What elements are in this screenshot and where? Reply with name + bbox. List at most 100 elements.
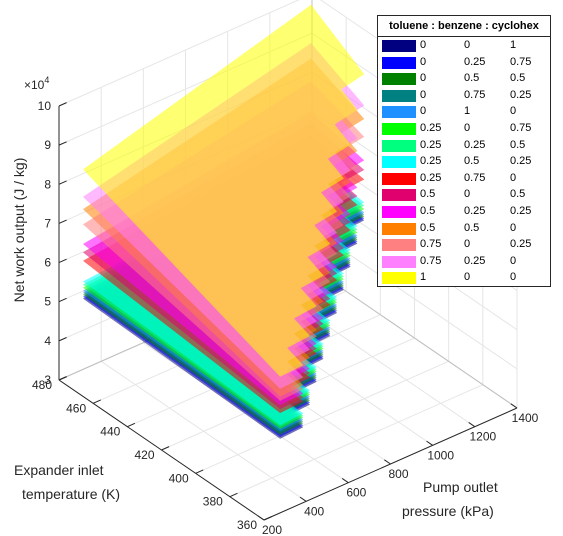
z-tick-7: [58, 102, 67, 107]
legend-entry: 0 0.5 0.5: [378, 71, 550, 87]
legend-value: 0.25: [510, 205, 532, 217]
legend-value: 0.5: [420, 221, 436, 234]
legend-value: 0.25: [510, 155, 532, 168]
grid-back-z-7: [58, 0, 300, 107]
legend-value: 1: [420, 271, 427, 284]
legend-swatch: [382, 239, 416, 252]
legend-entry: 0.75 0.25 0: [378, 254, 550, 270]
legend-value: 0: [420, 72, 427, 85]
x-tick-1: [299, 496, 307, 502]
legend-value: 0.5: [510, 72, 526, 85]
y-tick-3: [161, 446, 170, 451]
legend-value: 0.75: [464, 171, 486, 184]
y-tick-label-5: 460: [66, 401, 86, 415]
y-axis-label-line2: temperature (K): [22, 486, 120, 502]
legend-value: 0.25: [420, 171, 442, 184]
legend-value: 0.5: [510, 188, 526, 201]
legend-value: 0: [420, 105, 427, 118]
y-tick-0: [263, 516, 272, 521]
z-tick-1: [58, 337, 67, 342]
legend-value: 0.25: [510, 88, 532, 101]
y-tick-label-6: 480: [32, 378, 52, 392]
legend-value: 0.75: [420, 254, 442, 267]
y-tick-label-2: 400: [169, 471, 189, 485]
x-tick-label-3: 800: [388, 467, 408, 481]
z-tick-label-0: 3: [44, 373, 51, 387]
axis-labels: Net work output (J / kg) Expander inlet …: [11, 75, 498, 519]
legend-value: 0: [464, 271, 471, 284]
x-tick-6: [510, 403, 518, 409]
legend-title: toluene : benzene : cyclohex: [389, 20, 539, 32]
z-tick-0: [58, 376, 67, 381]
legend-value: 0: [464, 39, 471, 51]
legend-value: 0: [510, 221, 517, 234]
legend-value: 0.75: [510, 55, 532, 68]
legend-value: 0.25: [510, 238, 532, 251]
legend-value: 0: [420, 88, 427, 101]
z-tick-2: [58, 297, 67, 303]
z-tick-label-6: 9: [44, 138, 51, 152]
z-axis-label: Net work output (J / kg): [11, 158, 27, 303]
y-tick-label-4: 440: [100, 425, 120, 439]
z-tick-label-3: 6: [44, 256, 51, 270]
legend-entry: 0.5 0.5 0: [378, 221, 550, 237]
legend-value: 0.25: [420, 122, 442, 134]
legend-swatch: [382, 123, 416, 135]
legend-entry: 0.25 0 0.75: [378, 121, 550, 137]
legend-swatch: [382, 89, 416, 102]
surface-14: [82, 4, 365, 377]
legend-value: 0: [420, 55, 427, 68]
legend-value: 0.75: [510, 122, 532, 134]
y-tick-label-3: 420: [134, 448, 154, 462]
z-tick-6: [58, 141, 67, 146]
z-tick-5: [58, 180, 67, 185]
surface-14-patch-9: [287, 4, 365, 90]
legend-swatch: [382, 206, 416, 218]
x-tick-label-0: 200: [262, 523, 282, 536]
x-tick-label-2: 600: [346, 486, 366, 500]
z-tick-label-1: 4: [44, 334, 51, 348]
grid-floor-y-1: [229, 384, 484, 498]
legend-value: 0.25: [420, 155, 442, 168]
legend-swatch: [382, 189, 416, 202]
legend-value: 0: [464, 188, 471, 201]
legend-value: 0: [464, 122, 471, 134]
legend-value: 0: [510, 271, 517, 284]
legend-entry: 0 1 0: [378, 104, 550, 120]
legend-entry: 0.25 0.5 0.25: [378, 154, 550, 170]
legend-swatch: [382, 73, 416, 86]
legend-value: 0.25: [464, 138, 486, 151]
legend-value: 0.5: [464, 72, 480, 85]
z-multiplier: ×104: [24, 75, 49, 92]
legend-entry: 0.25 0.75 0: [378, 171, 550, 187]
legend: toluene : benzene : cyclohex 0 0 1 0 0.25 0.7…: [377, 15, 551, 287]
legend-value: 0: [510, 254, 517, 267]
legend-value: 0.5: [464, 155, 480, 168]
legend-value: 0.75: [420, 238, 442, 251]
grid-floor-y-2: [195, 360, 449, 474]
legend-value: 0.5: [420, 205, 436, 217]
x-tick-5: [468, 422, 476, 428]
surface-series: [82, 4, 365, 439]
legend-value: 0: [510, 105, 517, 118]
legend-entry: 1 0 0: [378, 270, 550, 286]
legend-swatch: [382, 255, 416, 268]
x-tick-label-6: 1400: [512, 411, 539, 425]
x-tick-4: [426, 440, 433, 446]
legend-swatch: [382, 172, 416, 185]
x-tick-3: [384, 459, 391, 465]
x-axis-label-line1: Pump outlet: [423, 479, 498, 495]
legend-value: 0.25: [420, 138, 442, 151]
y-tick-2: [195, 469, 204, 474]
legend-value: 1: [464, 105, 471, 118]
z-multiplier-exponent: 4: [44, 75, 49, 85]
legend-swatch: [382, 40, 416, 52]
y-axis-label-line1: Expander inlet: [14, 462, 104, 478]
legend-value: 0.25: [464, 254, 486, 267]
legend-value: 0: [510, 171, 517, 184]
legend-entry: 0 0.75 0.25: [378, 88, 550, 104]
box-side-bottom: [311, 267, 518, 409]
legend-entry: 0.75 0 0.25: [378, 237, 550, 253]
z-tick-label-4: 7: [44, 216, 51, 230]
legend-value: 1: [510, 39, 517, 51]
